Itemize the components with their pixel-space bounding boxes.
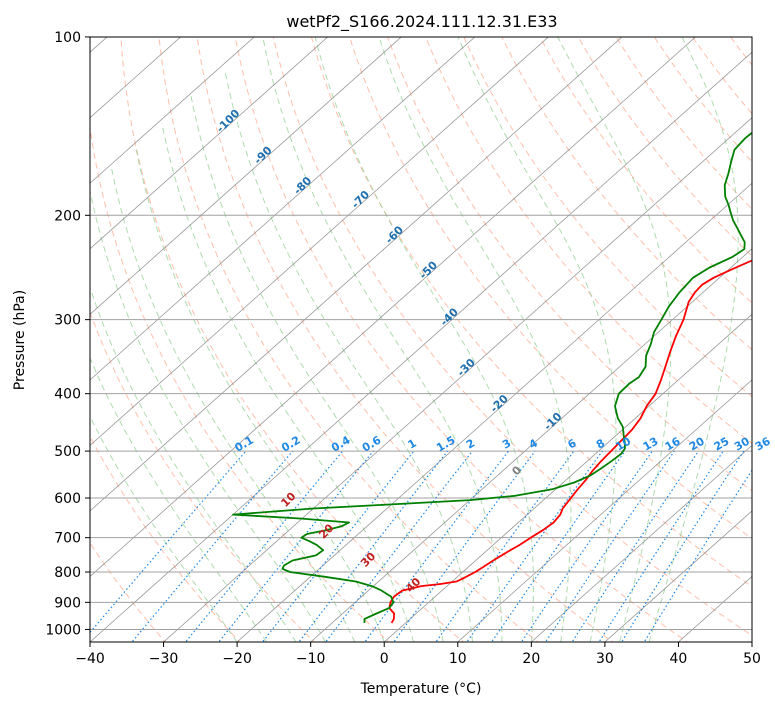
mixing-ratio-line	[184, 450, 344, 642]
plot-frame	[89, 36, 753, 643]
dry-adiabat	[425, 37, 752, 445]
moist-adiabat	[224, 72, 473, 642]
mixing-ratio-line	[392, 450, 536, 642]
isotherm	[310, 248, 752, 642]
chart-title: wetPf2_S166.2024.111.12.31.E33	[286, 12, 557, 32]
x-tick-label: −20	[222, 651, 252, 667]
isotherm	[530, 444, 752, 642]
dry-adiabat	[387, 37, 752, 492]
isotherm	[90, 37, 697, 577]
x-axis: −40 −30 −20 −10 0 10 20 30 40 50	[75, 642, 761, 667]
x-tick-label: −40	[75, 651, 105, 667]
isotherm	[383, 313, 752, 642]
moist-adiabat	[90, 415, 238, 642]
isotherm	[90, 37, 476, 381]
x-tick-label: 30	[596, 651, 614, 667]
moist-adiabat	[90, 285, 297, 642]
moist-adiabat	[90, 356, 267, 642]
mixing-ratio-line	[544, 450, 675, 642]
mixing-ratio-line	[218, 450, 374, 642]
y-tick-label: 300	[54, 313, 81, 329]
y-axis-label: Pressure (hPa)	[12, 290, 28, 390]
mixing-ratio-line	[298, 450, 449, 642]
moist-adiabat	[190, 94, 444, 642]
temperature-profile	[388, 259, 752, 624]
y-tick-label: 900	[54, 595, 81, 611]
dry-adiabat	[539, 37, 752, 304]
series-lines	[232, 131, 752, 624]
dewpoint-profile	[232, 131, 752, 623]
moist-adiabat	[457, 37, 617, 642]
moist-adiabat	[90, 188, 326, 642]
isotherm	[90, 37, 549, 446]
x-tick-label: 40	[670, 651, 688, 667]
dry-adiabat	[501, 37, 752, 351]
y-tick-label: 400	[54, 387, 81, 403]
dry-adiabat	[463, 37, 752, 398]
mixing-ratio-line	[435, 450, 575, 642]
dry-adiabat	[310, 37, 752, 588]
x-tick-label: 20	[522, 651, 540, 667]
x-tick-label: 10	[449, 651, 467, 667]
y-tick-label: 700	[54, 531, 81, 547]
mixing-ratio-line	[261, 450, 415, 642]
mixing-ratio-line	[520, 450, 653, 642]
dry-adiabat	[158, 37, 539, 642]
y-tick-label: 1000	[45, 622, 81, 638]
isotherm	[162, 117, 752, 642]
mixing-ratio-line	[571, 450, 700, 642]
mixing-ratio-line	[466, 450, 603, 642]
y-tick-label: 200	[54, 208, 81, 224]
x-tick-label: 0	[380, 651, 389, 667]
x-axis-label: Temperature (°C)	[360, 681, 482, 697]
isotherm	[90, 37, 329, 250]
mixing-ratio-line	[620, 450, 745, 642]
isotherm	[236, 182, 752, 642]
dry-adiabat	[349, 37, 752, 540]
background-lines	[90, 37, 752, 642]
isotherm	[604, 510, 752, 642]
isotherm	[90, 37, 255, 184]
moist-adiabat	[557, 37, 672, 642]
y-tick-label: 600	[54, 491, 81, 507]
mixing-ratio-line	[364, 450, 509, 642]
moist-adiabat	[314, 37, 534, 642]
isotherm	[457, 379, 752, 642]
moist-adiabat	[110, 165, 356, 642]
mixing-ratio-line	[90, 450, 247, 634]
x-tick-label: −10	[296, 651, 326, 667]
mixing-ratio-line	[490, 450, 626, 642]
isotherm	[90, 51, 752, 642]
mixing-ratio-line	[643, 469, 752, 642]
x-tick-label: 50	[743, 651, 761, 667]
isotherm	[90, 37, 623, 512]
y-tick-label: 100	[54, 30, 81, 46]
y-tick-label: 500	[54, 444, 81, 460]
moist-adiabat	[161, 123, 415, 642]
moist-adiabat	[378, 37, 572, 642]
isotherm	[90, 37, 402, 315]
moist-adiabat	[648, 37, 739, 642]
y-axis: 1000 900 800 700 600 500 400 300 200 100	[45, 30, 90, 638]
moist-adiabat	[262, 37, 503, 642]
y-tick-label: 800	[54, 565, 81, 581]
mixing-ratio-line	[598, 450, 724, 642]
x-tick-label: −30	[149, 651, 179, 667]
